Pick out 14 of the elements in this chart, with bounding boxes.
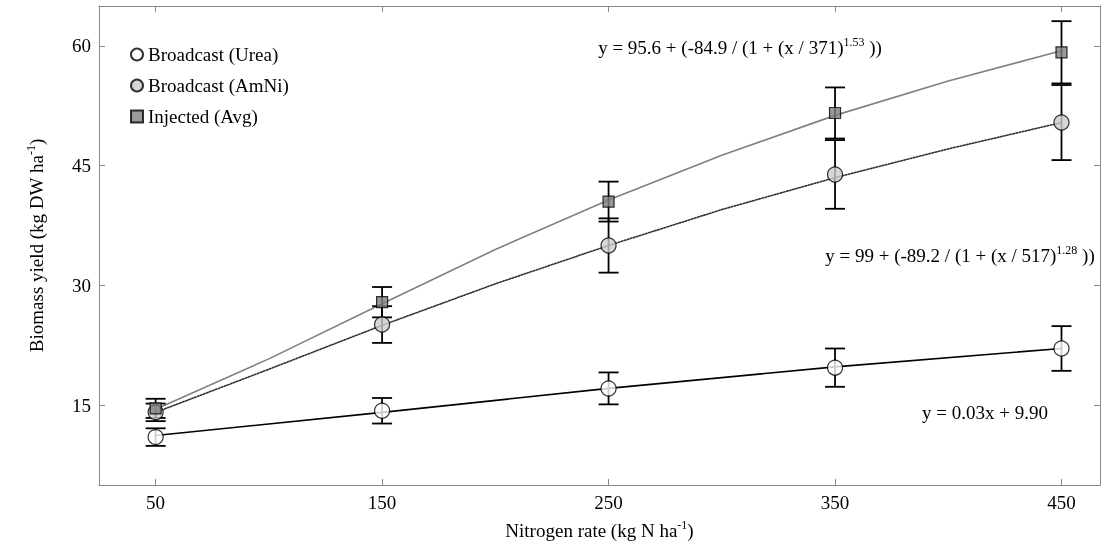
y-axis-title: Biomass yield (kg DW ha-1) bbox=[24, 138, 48, 353]
legend-label: Injected (Avg) bbox=[148, 106, 258, 128]
x-tick-label: 50 bbox=[146, 492, 166, 513]
x-tick-label: 250 bbox=[594, 492, 623, 513]
y-tick-label: 45 bbox=[72, 155, 91, 177]
x-tick-label: 150 bbox=[367, 492, 397, 513]
y-tick-label: 15 bbox=[72, 394, 91, 416]
y-tick-label: 30 bbox=[72, 274, 91, 296]
x-tick-label: 350 bbox=[820, 492, 850, 513]
legend-label: Broadcast (AmNi) bbox=[148, 75, 289, 97]
y-tick-label: 60 bbox=[72, 35, 91, 57]
annotation: y = 0.03x + 9.90 bbox=[922, 401, 1048, 423]
legend-label: Broadcast (Urea) bbox=[148, 44, 279, 66]
x-tick-label: 450 bbox=[1047, 492, 1076, 513]
